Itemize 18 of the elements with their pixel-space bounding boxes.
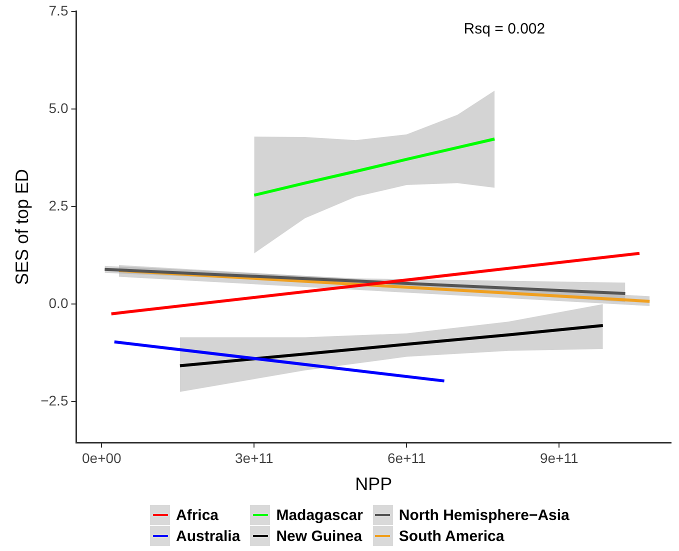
x-tick-label: 3e+11 bbox=[235, 450, 274, 466]
x-axis-title: NPP bbox=[355, 474, 392, 494]
annotation: Rsq = 0.002 bbox=[464, 20, 546, 38]
y-tick-label: −2.5 bbox=[40, 392, 68, 408]
legend-label: Madagascar bbox=[276, 506, 363, 524]
legend-label: South America bbox=[398, 528, 504, 544]
x-tick-label: 0e+00 bbox=[82, 450, 122, 466]
y-tick-label: 5.0 bbox=[48, 100, 68, 116]
y-tick-label: 7.5 bbox=[48, 2, 68, 18]
legend-label: North Hemisphere−Asia bbox=[398, 506, 570, 524]
y-axis-title: SES of top ED bbox=[12, 168, 32, 286]
x-tick-label: 6e+11 bbox=[388, 450, 426, 466]
legend-label: Australia bbox=[176, 528, 240, 544]
legend-label: New Guinea bbox=[276, 528, 362, 544]
y-tick-label: 0.0 bbox=[48, 294, 68, 311]
x-tick-label: 9e+11 bbox=[540, 450, 579, 466]
y-tick-label: 2.5 bbox=[48, 197, 68, 214]
legend-label: Africa bbox=[176, 506, 219, 524]
